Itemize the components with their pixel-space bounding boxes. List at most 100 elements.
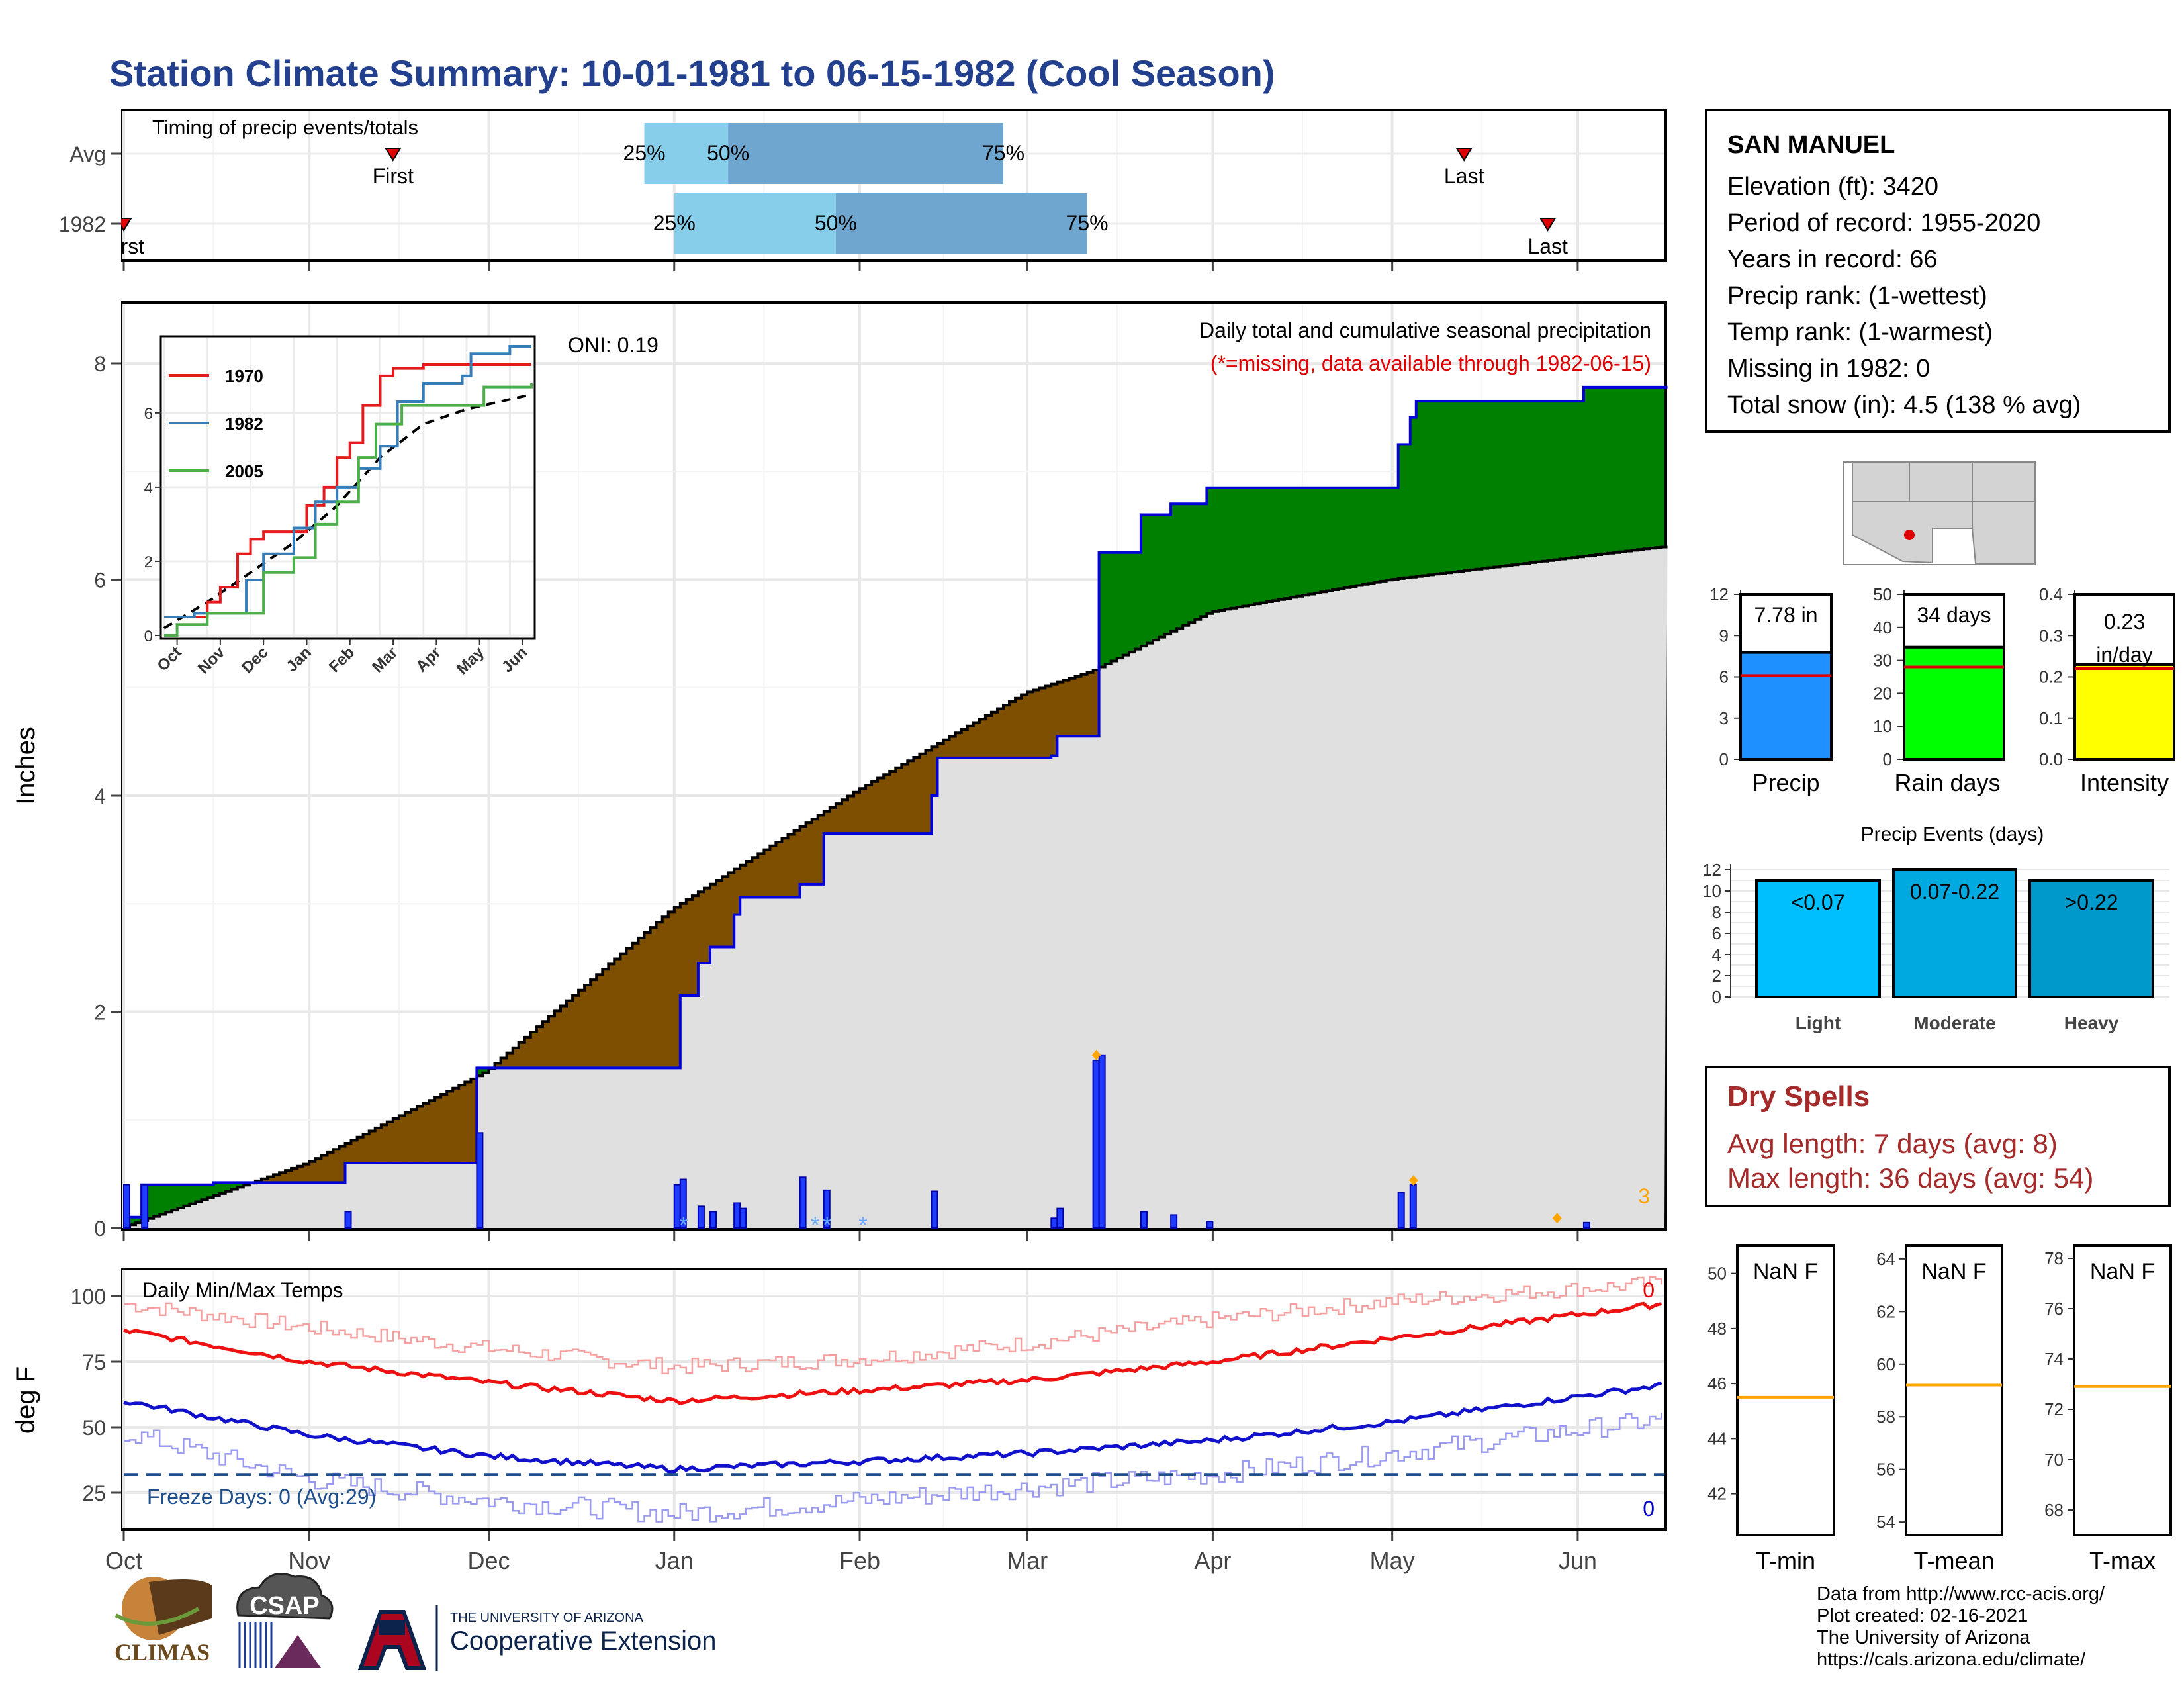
deficit-area: [273, 1174, 280, 1183]
record-marker-icon: [1552, 1213, 1562, 1224]
deficit-area: [901, 764, 908, 834]
csap-cloud-shape: [236, 1573, 334, 1620]
deficit-area: [835, 804, 842, 834]
deficit-area: [291, 1168, 298, 1183]
surplus-area: [1308, 487, 1315, 594]
daily-precip-bar: [799, 1176, 807, 1229]
events-ytick-label: 2: [1712, 966, 1721, 986]
deficit-area: [285, 1170, 292, 1183]
surplus-area: [1619, 387, 1626, 552]
deficit-area: [913, 757, 921, 834]
events-ytick-label: 4: [1712, 945, 1721, 964]
mini-bar-ytick-label: 0.3: [2039, 626, 2063, 645]
surplus-area: [1218, 487, 1226, 611]
inset-series-2005: [164, 383, 533, 637]
deficit-area: [351, 1140, 358, 1164]
temp-box-label: T-max: [2089, 1547, 2156, 1574]
daily-precip-bar: [823, 1189, 831, 1229]
temp-box-ytick-label: 64: [1876, 1249, 1895, 1269]
deficit-area: [309, 1161, 316, 1183]
surplus-area: [1177, 504, 1183, 629]
deficit-area: [872, 781, 878, 834]
deficit-area: [567, 1000, 573, 1068]
daily-precip-bar: [1397, 1192, 1405, 1229]
surplus-area: [1278, 487, 1285, 600]
surplus-area: [183, 1184, 191, 1206]
deficit-area: [429, 1100, 435, 1164]
deficit-area: [991, 712, 998, 758]
max-record-temp-line: [124, 1276, 1662, 1375]
deficit-area: [919, 753, 927, 834]
surplus-area: [1326, 487, 1333, 591]
deficit-area: [596, 974, 603, 1068]
ua-small-text: THE UNIVERSITY OF ARIZONA: [450, 1611, 644, 1625]
mini-bar-value-label: 34 days: [1917, 603, 1991, 627]
surplus-area: [1559, 401, 1567, 559]
surplus-area: [1506, 401, 1513, 566]
temp-box-ytick-label: 50: [1707, 1264, 1727, 1284]
station-line: Temp rank: (1-warmest): [1727, 318, 1993, 346]
surplus-area: [1159, 514, 1165, 637]
temp-box-ytick-label: 72: [2044, 1399, 2064, 1419]
deficit-area: [811, 819, 819, 884]
deficit-area: [267, 1176, 274, 1183]
deficit-area: [471, 1078, 478, 1164]
inset-month-label: Apr: [412, 643, 444, 675]
precip-panel-subtitle: (*=missing, data available through 1982-…: [1210, 352, 1651, 375]
inset-ytick-label: 6: [144, 405, 153, 423]
surplus-area: [1535, 401, 1543, 562]
daily-precip-bar: [739, 1207, 747, 1229]
deficit-area: [279, 1172, 286, 1183]
deficit-area: [381, 1125, 388, 1164]
mini-bar-ytick-label: 6: [1719, 667, 1729, 687]
timing-bar-q25-q50: [674, 193, 836, 254]
deficit-area: [404, 1112, 412, 1164]
deficit-area: [614, 959, 621, 1068]
deficit-area: [776, 842, 783, 898]
surplus-area: [477, 1068, 484, 1076]
surplus-area: [1284, 487, 1291, 599]
deficit-area: [764, 849, 771, 898]
daily-precip-bar: [697, 1205, 705, 1229]
deficit-area: [746, 861, 752, 898]
dry-spells-avg: Avg length: 7 days (avg: 8): [1727, 1128, 2058, 1159]
precip-ytick-label: 0: [94, 1217, 106, 1241]
oni-label: ONI: 0.19: [568, 333, 659, 357]
month-label: Oct: [105, 1547, 142, 1574]
timing-bar-q50-q75: [835, 193, 1087, 254]
surplus-area: [1565, 401, 1572, 559]
precip-event-bar: [1892, 868, 2017, 998]
precip-event-category-label: Moderate: [1913, 1013, 1995, 1033]
temp-box-ytick-label: 68: [2044, 1500, 2064, 1520]
surplus-area: [1380, 487, 1387, 581]
surplus-area: [1614, 387, 1620, 553]
surplus-area: [1608, 387, 1614, 553]
deficit-area: [447, 1091, 453, 1164]
surplus-area: [1518, 401, 1525, 565]
station-line: Missing in 1982: 0: [1727, 355, 1931, 383]
deficit-area: [410, 1109, 418, 1164]
month-label: Feb: [839, 1547, 880, 1574]
surplus-area: [1583, 387, 1590, 557]
surplus-area: [165, 1184, 172, 1213]
surplus-area: [1470, 401, 1477, 570]
deficit-area: [321, 1155, 328, 1183]
dry-spells-title: Dry Spells: [1727, 1080, 1870, 1113]
deficit-area: [794, 830, 801, 898]
record-high-count: 0: [1643, 1278, 1655, 1302]
deficit-area: [554, 1011, 561, 1068]
min-normal-temp-line: [123, 1381, 1662, 1474]
timing-q50-label: 50%: [707, 141, 749, 165]
deficit-area: [435, 1097, 441, 1164]
deficit-area: [1057, 682, 1064, 737]
mini-bar-value: [2073, 663, 2175, 761]
deficit-area: [829, 807, 837, 834]
credit-line: The University of Arizona: [1817, 1627, 2030, 1648]
deficit-area: [704, 888, 711, 964]
daily-precip-bar: [733, 1202, 741, 1229]
surplus-area: [482, 1068, 490, 1073]
timing-bar-q25-q50: [644, 123, 729, 184]
deficit-area: [261, 1178, 268, 1183]
deficit-area: [303, 1164, 310, 1183]
temp-box-label: T-mean: [1913, 1547, 1994, 1574]
